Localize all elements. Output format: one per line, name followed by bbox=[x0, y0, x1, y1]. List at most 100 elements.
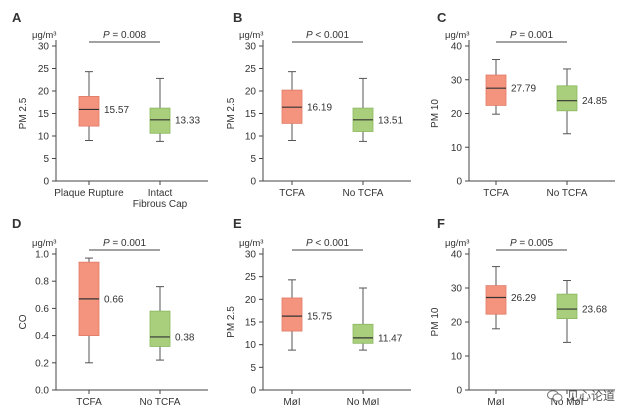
box-iqr bbox=[149, 107, 171, 134]
y-tick-label: 0 bbox=[456, 386, 462, 397]
panel-letter: D bbox=[12, 216, 21, 231]
box-group-2: 13.33 bbox=[149, 77, 200, 142]
y-tick-label: 5 bbox=[43, 154, 49, 165]
wechat-icon bbox=[546, 389, 563, 402]
chart-panel-b: Bμg/m³ PM 2.5 0 5 10 15 20 25 30 TCFA No TCFA P < 0… bbox=[226, 10, 411, 199]
x-tick-label: TCFA bbox=[279, 188, 305, 199]
y-tick-label: 10 bbox=[245, 132, 257, 143]
box-group-1: 15.57 bbox=[78, 71, 129, 141]
p-value-label: P = 0.001 bbox=[103, 238, 147, 249]
y-axis-label: PM 10 bbox=[430, 99, 441, 128]
x-tick-label: Plaque Rupture bbox=[54, 188, 124, 199]
y-tick-label: 0.8 bbox=[35, 277, 49, 288]
panel-letter: F bbox=[437, 216, 445, 231]
median-value-label: 24.85 bbox=[582, 96, 607, 107]
box-group-2: 23.68 bbox=[556, 280, 607, 343]
unit-label: μg/m³ bbox=[445, 30, 469, 41]
unit-label: μg/m³ bbox=[32, 30, 56, 41]
box-group-1: 15.75 bbox=[281, 279, 332, 351]
box-iqr bbox=[281, 297, 303, 332]
median-value-label: 0.66 bbox=[104, 294, 124, 305]
y-tick-label: 15 bbox=[245, 318, 257, 329]
median-value-label: 13.51 bbox=[378, 115, 403, 126]
p-value-label: P < 0.001 bbox=[306, 30, 350, 41]
y-tick-label: 0.6 bbox=[35, 304, 49, 315]
y-axis-label: PM 2.5 bbox=[18, 97, 29, 129]
y-tick-label: 30 bbox=[451, 284, 463, 295]
watermark-text: 见心论道 bbox=[566, 389, 615, 403]
median-value-label: 15.75 bbox=[307, 312, 332, 323]
x-tick-label: No MøI bbox=[551, 397, 584, 408]
chart-panel-d: Dμg/m³ CO 0.0 0.2 0.4 0.6 0.8 1.0 TCFA No TCFA P =… bbox=[12, 216, 208, 408]
x-tick-label: Intact Fibrous Cap bbox=[133, 188, 188, 210]
y-tick-label: 5 bbox=[250, 154, 256, 165]
box-group-2: 13.51 bbox=[352, 77, 403, 142]
x-tick-label: No TCFA bbox=[343, 188, 384, 199]
y-axis-label: CO bbox=[18, 314, 29, 329]
y-tick-label: 0.4 bbox=[35, 331, 49, 342]
p-value-label: P = 0.008 bbox=[103, 30, 147, 41]
box-iqr bbox=[556, 293, 578, 319]
y-tick-label: 30 bbox=[38, 42, 50, 53]
x-tick-label: TCFA bbox=[483, 188, 509, 199]
box-group-2: 24.85 bbox=[556, 68, 607, 135]
box-iqr bbox=[78, 96, 100, 127]
unit-label: μg/m³ bbox=[32, 238, 56, 249]
y-tick-label: 20 bbox=[245, 87, 257, 98]
y-tick-label: 30 bbox=[245, 250, 257, 261]
chart-panel-f: Fμg/m³ PM 10 0 10 20 30 40 MøI No MøI P = 0.005 26… bbox=[430, 216, 615, 408]
y-tick-label: 5 bbox=[250, 363, 256, 374]
y-axis-label: PM 10 bbox=[430, 307, 441, 336]
unit-label: μg/m³ bbox=[239, 238, 263, 249]
median-value-label: 16.19 bbox=[307, 103, 332, 114]
panel-letter: B bbox=[233, 10, 242, 25]
panel-letter: E bbox=[233, 216, 242, 231]
y-tick-label: 25 bbox=[38, 64, 50, 75]
chart-panel-a: Aμg/m³ PM 2.5 0 5 10 15 20 25 30 Plaque Rupture In… bbox=[12, 10, 208, 210]
x-tick-label: No MøI bbox=[347, 397, 380, 408]
y-axis-label: PM 2.5 bbox=[226, 97, 237, 129]
y-tick-label: 15 bbox=[38, 109, 50, 120]
y-tick-label: 0.0 bbox=[35, 386, 49, 397]
y-tick-label: 20 bbox=[38, 87, 50, 98]
x-tick-label: No TCFA bbox=[547, 188, 588, 199]
p-value-label: P = 0.005 bbox=[510, 238, 554, 249]
median-value-label: 26.29 bbox=[511, 293, 536, 304]
y-tick-label: 0 bbox=[456, 177, 462, 188]
y-tick-label: 30 bbox=[451, 75, 463, 86]
y-tick-label: 0.2 bbox=[35, 358, 49, 369]
y-tick-label: 25 bbox=[245, 272, 257, 283]
median-value-label: 11.47 bbox=[378, 333, 403, 344]
box-group-2: 11.47 bbox=[352, 287, 403, 351]
box-group-2: 0.38 bbox=[149, 286, 195, 361]
unit-label: μg/m³ bbox=[239, 30, 263, 41]
y-tick-label: 10 bbox=[451, 352, 463, 363]
chart-panel-c: Cμg/m³ PM 10 0 10 20 30 40 TCFA No TCFA P = 0.001… bbox=[430, 10, 615, 199]
p-value-label: P < 0.001 bbox=[306, 238, 350, 249]
box-group-1: 0.66 bbox=[78, 257, 124, 364]
x-tick-label: MøI bbox=[487, 397, 504, 408]
y-tick-label: 25 bbox=[245, 64, 257, 75]
x-tick-label: TCFA bbox=[76, 397, 102, 408]
median-value-label: 23.68 bbox=[582, 305, 607, 316]
y-tick-label: 1.0 bbox=[35, 250, 49, 261]
y-tick-label: 10 bbox=[245, 340, 257, 351]
median-value-label: 27.79 bbox=[511, 84, 536, 95]
box-iqr bbox=[556, 85, 578, 112]
chart-panel-e: Eμg/m³ PM 2.5 0 5 10 15 20 25 30 MøI No MøI P < 0.0… bbox=[226, 216, 411, 408]
y-tick-label: 0 bbox=[43, 177, 49, 188]
y-tick-label: 20 bbox=[451, 318, 463, 329]
box-iqr bbox=[485, 285, 507, 315]
median-value-label: 0.38 bbox=[175, 332, 195, 343]
y-tick-label: 0 bbox=[250, 177, 256, 188]
y-tick-label: 10 bbox=[38, 132, 50, 143]
box-group-1: 27.79 bbox=[485, 59, 536, 115]
watermark: 见心论道 bbox=[546, 387, 615, 404]
panel-letter: A bbox=[12, 10, 22, 25]
y-tick-label: 40 bbox=[451, 250, 463, 261]
y-tick-label: 15 bbox=[245, 109, 257, 120]
x-tick-label: MøI bbox=[283, 397, 300, 408]
y-tick-label: 10 bbox=[451, 143, 463, 154]
panel-letter: C bbox=[437, 10, 447, 25]
